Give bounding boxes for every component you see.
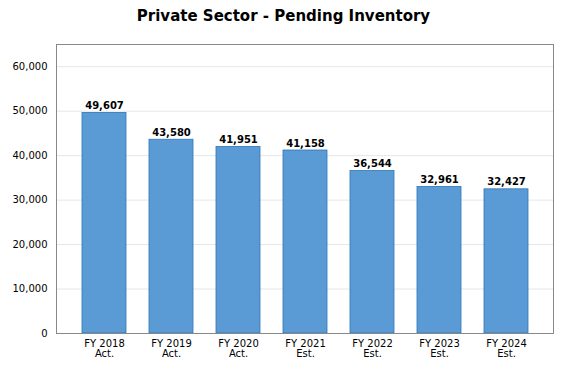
svg-text:FY 2024Est.: FY 2024Est. (486, 338, 527, 359)
svg-text:43,580: 43,580 (152, 127, 191, 138)
svg-text:40,000: 40,000 (13, 150, 48, 161)
html-text:Private Sector - Pending Inven: Private Sector - Pending Inventory (136, 7, 431, 25)
svg-text:30,000: 30,000 (13, 194, 48, 205)
svg-text:50,000: 50,000 (13, 105, 48, 116)
svg-text:49,607: 49,607 (85, 100, 124, 111)
svg-text:41,951: 41,951 (219, 134, 258, 145)
svg-text:60,000: 60,000 (13, 61, 48, 72)
svg-text:32,961: 32,961 (420, 174, 459, 185)
svg-text:32,427: 32,427 (487, 176, 526, 187)
svg-text:FY 2023Est.: FY 2023Est. (419, 338, 460, 359)
svg-text:FY 2019Act.: FY 2019Act. (151, 338, 192, 359)
svg-text:36,544: 36,544 (353, 158, 392, 169)
svg-text:FY 2020Act.: FY 2020Act. (218, 338, 259, 359)
svg-text:FY 2021Est.: FY 2021Est. (285, 338, 326, 359)
svg-text:41,158: 41,158 (286, 138, 325, 149)
svg-text:FY 2018Act.: FY 2018Act. (84, 338, 125, 359)
svg-text:0: 0 (41, 328, 47, 339)
svg-text:20,000: 20,000 (13, 239, 48, 250)
svg-text:FY 2022Est.: FY 2022Est. (352, 338, 393, 359)
svg-text:10,000: 10,000 (13, 283, 48, 294)
